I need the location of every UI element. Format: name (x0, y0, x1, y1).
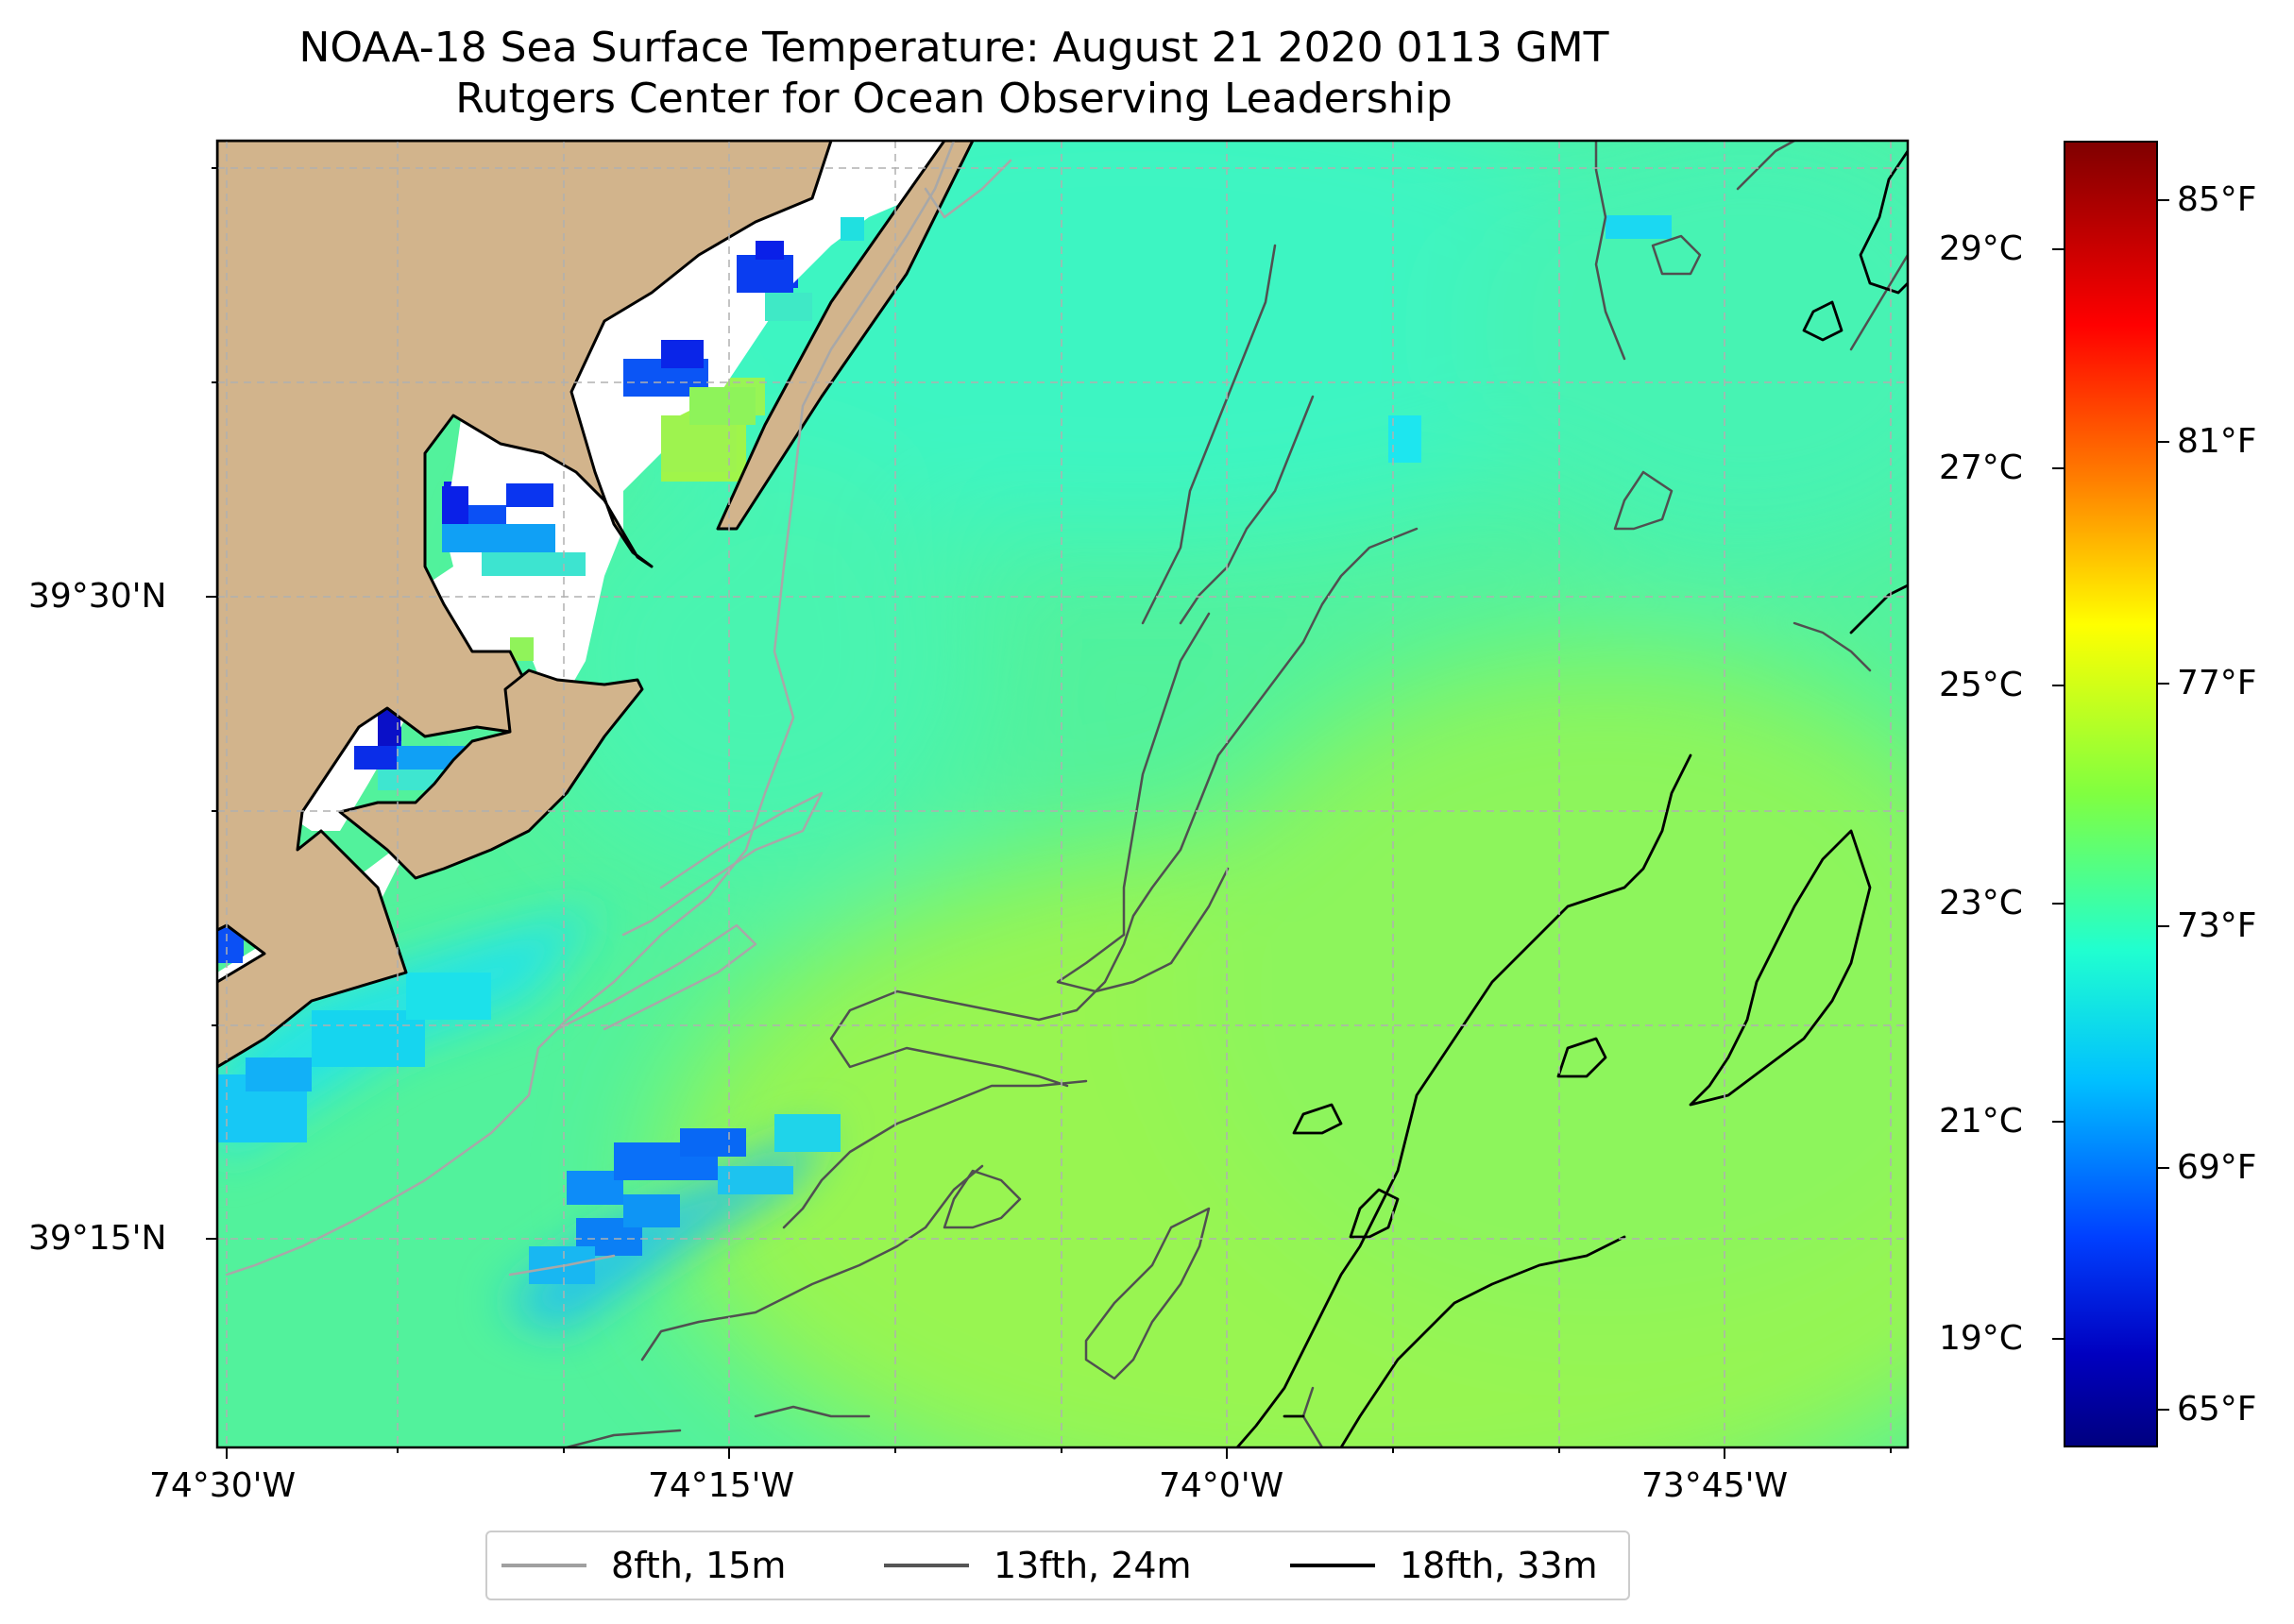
colorbar-celsius-label: 19°C (1939, 1319, 2023, 1358)
colorbar (2064, 141, 2158, 1447)
chart-title-line2: Rutgers Center for Ocean Observing Leade… (455, 75, 1453, 123)
chart-title-line1: NOAA-18 Sea Surface Temperature: August … (298, 24, 1609, 72)
colorbar-celsius-label: 27°C (1939, 448, 2023, 487)
colorbar-fahrenheit-label: 73°F (2177, 906, 2257, 945)
x-tick-label: 74°0'W (1159, 1466, 1284, 1505)
y-tick-label: 39°15'N (28, 1219, 167, 1258)
legend-label: 13fth, 24m (994, 1545, 1192, 1586)
map-frame (215, 139, 1910, 1449)
legend: 8fth, 15m 13fth, 24m 18fth, 33m (485, 1531, 1630, 1600)
colorbar-fahrenheit-label: 85°F (2177, 180, 2257, 219)
x-tick-label: 74°15'W (648, 1466, 795, 1505)
colorbar-fahrenheit-label: 81°F (2177, 422, 2257, 461)
y-tick-label: 39°30'N (28, 577, 167, 616)
legend-swatch (1290, 1564, 1375, 1567)
colorbar-fahrenheit-label: 65°F (2177, 1390, 2257, 1429)
sst-pixels (217, 215, 1672, 1284)
x-tick-label: 74°30'W (149, 1466, 297, 1505)
contour-13fth (565, 141, 1908, 1447)
legend-item: 8fth, 15m (501, 1532, 786, 1599)
colorbar-fahrenheit-label: 69°F (2177, 1148, 2257, 1187)
colorbar-fahrenheit-label: 77°F (2177, 664, 2257, 702)
gridlines (217, 141, 1908, 1447)
contour-8fth (225, 141, 1012, 1277)
legend-item: 13fth, 24m (884, 1532, 1192, 1599)
missing-data (217, 141, 973, 1039)
colorbar-ticks (2052, 199, 2169, 1411)
legend-swatch (501, 1564, 586, 1567)
colorbar-celsius-label: 25°C (1939, 666, 2023, 704)
colorbar-celsius-label: 23°C (1939, 884, 2023, 922)
contour-18fth (1235, 149, 1908, 1447)
legend-label: 18fth, 33m (1400, 1545, 1598, 1586)
colorbar-celsius-label: 21°C (1939, 1102, 2023, 1141)
land (217, 141, 975, 1069)
legend-label: 8fth, 15m (611, 1545, 787, 1586)
legend-item: 18fth, 33m (1290, 1532, 1598, 1599)
colorbar-celsius-label: 29°C (1939, 229, 2023, 268)
legend-swatch (884, 1564, 969, 1567)
x-tick-label: 73°45'W (1641, 1466, 1789, 1505)
